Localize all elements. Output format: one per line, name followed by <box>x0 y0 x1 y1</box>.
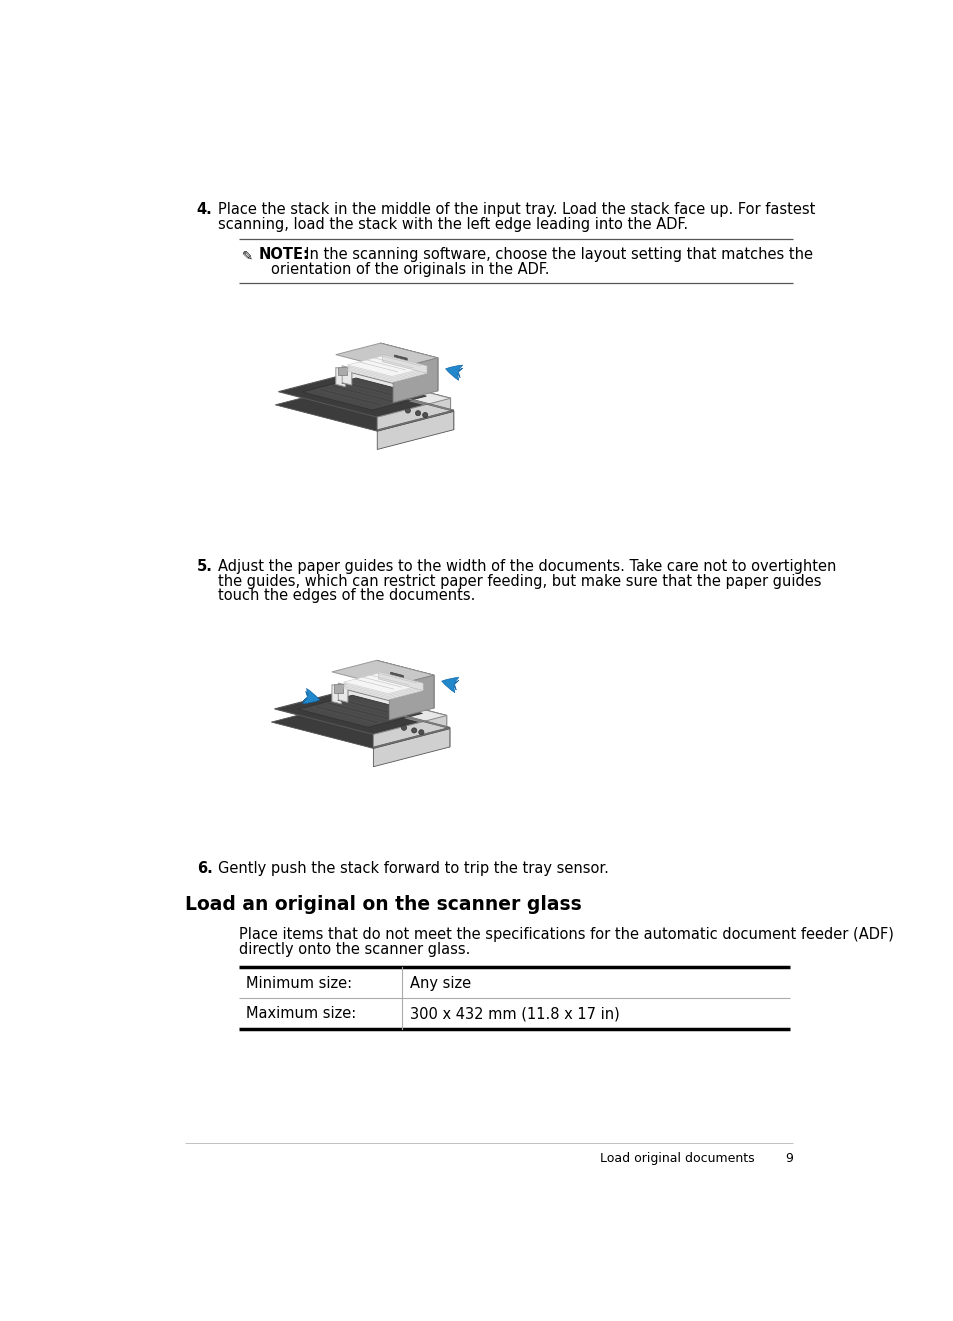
Polygon shape <box>352 386 454 429</box>
Polygon shape <box>373 727 450 749</box>
Polygon shape <box>376 410 454 431</box>
Polygon shape <box>347 362 427 382</box>
Circle shape <box>405 408 410 413</box>
Text: scanning, load the stack with the left edge leading into the ADF.: scanning, load the stack with the left e… <box>218 217 688 232</box>
Polygon shape <box>325 703 394 720</box>
Polygon shape <box>329 384 397 403</box>
Bar <box>337 367 346 375</box>
Text: In the scanning software, choose the layout setting that matches the: In the scanning software, choose the lay… <box>295 247 812 262</box>
Polygon shape <box>376 411 454 449</box>
Text: 6.: 6. <box>196 861 213 876</box>
Polygon shape <box>332 684 341 704</box>
Text: ✎: ✎ <box>241 250 253 263</box>
Polygon shape <box>347 358 427 378</box>
Polygon shape <box>342 366 352 386</box>
Polygon shape <box>348 703 450 746</box>
Polygon shape <box>352 383 454 411</box>
Text: Any size: Any size <box>410 976 471 991</box>
Polygon shape <box>347 355 427 376</box>
Polygon shape <box>343 676 423 696</box>
Polygon shape <box>380 343 437 391</box>
Polygon shape <box>373 716 446 748</box>
Polygon shape <box>338 683 348 703</box>
Polygon shape <box>347 359 427 379</box>
Polygon shape <box>335 343 437 370</box>
Text: Load an original on the scanner glass: Load an original on the scanner glass <box>185 896 581 914</box>
Polygon shape <box>315 388 384 406</box>
Polygon shape <box>343 679 423 700</box>
Circle shape <box>401 725 406 731</box>
Polygon shape <box>343 674 423 694</box>
Polygon shape <box>394 355 407 375</box>
Text: directly onto the scanner glass.: directly onto the scanner glass. <box>239 942 470 956</box>
Text: Load original documents: Load original documents <box>599 1152 754 1165</box>
Text: orientation of the originals in the ADF.: orientation of the originals in the ADF. <box>271 262 549 276</box>
Bar <box>334 684 342 692</box>
Text: Minimum size:: Minimum size: <box>245 976 352 991</box>
Polygon shape <box>389 675 434 720</box>
Polygon shape <box>312 705 380 724</box>
Polygon shape <box>382 354 427 374</box>
Text: touch the edges of the documents.: touch the edges of the documents. <box>218 588 476 604</box>
Text: Gently push the stack forward to trip the tray sensor.: Gently push the stack forward to trip th… <box>218 861 609 876</box>
Polygon shape <box>275 386 454 431</box>
Text: 9: 9 <box>785 1152 793 1165</box>
Polygon shape <box>348 690 446 729</box>
Polygon shape <box>271 703 450 749</box>
Text: Place the stack in the middle of the input tray. Load the stack face up. For fas: Place the stack in the middle of the inp… <box>218 202 815 218</box>
Polygon shape <box>335 367 345 387</box>
Polygon shape <box>390 672 403 692</box>
Polygon shape <box>274 690 446 734</box>
Text: 5.: 5. <box>196 559 213 573</box>
Polygon shape <box>337 699 406 717</box>
Circle shape <box>422 412 427 417</box>
Polygon shape <box>343 678 423 697</box>
Polygon shape <box>278 373 450 417</box>
Polygon shape <box>376 660 434 708</box>
Circle shape <box>411 728 416 733</box>
Text: Adjust the paper guides to the width of the documents. Take care not to overtigh: Adjust the paper guides to the width of … <box>218 559 836 573</box>
Text: NOTE:: NOTE: <box>258 247 310 262</box>
Polygon shape <box>302 378 426 410</box>
Polygon shape <box>343 675 423 695</box>
Polygon shape <box>373 729 450 766</box>
Text: Maximum size:: Maximum size: <box>245 1007 355 1021</box>
Polygon shape <box>376 398 450 431</box>
Circle shape <box>418 729 423 734</box>
Polygon shape <box>347 361 427 380</box>
Polygon shape <box>341 382 410 399</box>
Polygon shape <box>348 701 450 729</box>
Polygon shape <box>332 660 434 687</box>
Polygon shape <box>352 373 450 411</box>
Polygon shape <box>378 671 423 691</box>
Text: the guides, which can restrict paper feeding, but make sure that the paper guide: the guides, which can restrict paper fee… <box>218 573 821 589</box>
Polygon shape <box>298 695 422 728</box>
Circle shape <box>416 411 420 416</box>
Text: 300 x 432 mm (11.8 x 17 in): 300 x 432 mm (11.8 x 17 in) <box>410 1007 619 1021</box>
Text: Place items that do not meet the specifications for the automatic document feede: Place items that do not meet the specifi… <box>239 927 893 942</box>
Text: 4.: 4. <box>196 202 213 218</box>
Polygon shape <box>393 358 437 403</box>
